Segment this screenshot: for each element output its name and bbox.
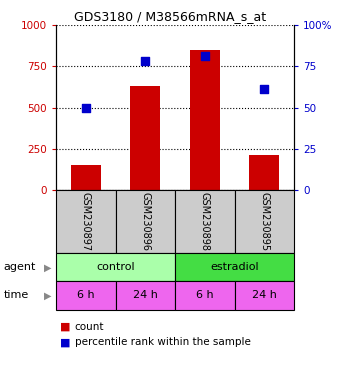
Text: 6 h: 6 h [196, 290, 214, 301]
Bar [116, 190, 175, 253]
Bar [235, 281, 294, 310]
Text: time: time [3, 290, 29, 301]
Bar [56, 253, 175, 281]
Text: agent: agent [3, 262, 36, 273]
Bar [235, 190, 294, 253]
Point [202, 53, 207, 60]
Bar [131, 86, 160, 190]
Bar [175, 253, 294, 281]
Point [83, 104, 88, 111]
Text: ■: ■ [59, 337, 70, 347]
Text: ▶: ▶ [44, 262, 51, 273]
Text: percentile rank within the sample: percentile rank within the sample [75, 337, 251, 347]
Text: 24 h: 24 h [252, 290, 277, 301]
Text: 6 h: 6 h [77, 290, 95, 301]
Text: 24 h: 24 h [133, 290, 158, 301]
Point [262, 86, 267, 93]
Text: GSM230898: GSM230898 [200, 192, 210, 251]
Bar [190, 50, 220, 190]
Bar [56, 190, 116, 253]
Bar [56, 281, 116, 310]
Text: ▶: ▶ [44, 290, 51, 301]
Text: GSM230896: GSM230896 [140, 192, 150, 251]
Bar [175, 281, 235, 310]
Bar [71, 165, 101, 190]
Text: GDS3180 / M38566mRNA_s_at: GDS3180 / M38566mRNA_s_at [74, 10, 266, 23]
Text: GSM230895: GSM230895 [259, 192, 269, 251]
Text: control: control [96, 262, 135, 273]
Bar [250, 156, 279, 190]
Text: GSM230897: GSM230897 [81, 192, 91, 251]
Text: count: count [75, 322, 104, 332]
Bar [116, 281, 175, 310]
Bar [175, 190, 235, 253]
Point [143, 58, 148, 65]
Text: ■: ■ [59, 322, 70, 332]
Text: estradiol: estradiol [210, 262, 259, 273]
